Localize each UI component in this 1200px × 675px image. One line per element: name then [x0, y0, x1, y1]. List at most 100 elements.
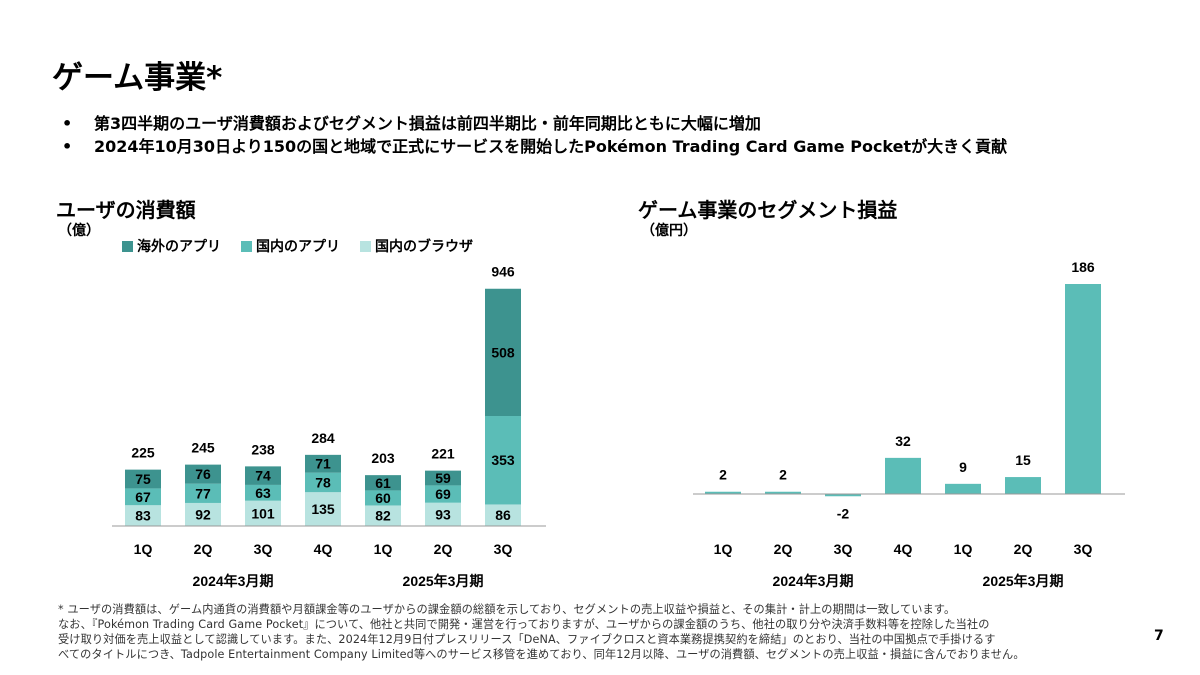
x-tick-label: 1Q — [374, 541, 393, 557]
bar-total-label: 245 — [191, 440, 215, 456]
bullet-item: 第3四半期のユーザ消費額およびセグメント損益は前四半期比・前年同期比ともに大幅に… — [62, 112, 1007, 135]
segment-value-label: 135 — [311, 501, 335, 517]
segment-value-label: 92 — [195, 506, 211, 522]
summary-bullets: 第3四半期のユーザ消費額およびセグメント損益は前四半期比・前年同期比ともに大幅に… — [62, 112, 1007, 158]
legend-swatch — [241, 240, 252, 252]
segment-value-label: 82 — [375, 508, 391, 524]
x-tick-label: 4Q — [314, 541, 333, 557]
footnote-line: * ユーザの消費額は、ゲーム内通貨の消費額や月額課金等のユーザからの課金額の総額… — [58, 603, 956, 616]
bar-value-label: 32 — [895, 433, 911, 449]
segment-chart: 2 1Q 2 2Q -2 3Q 32 4Q 9 1Q 15 2Q 186 3Q 2024年3月期 2025年3… — [693, 259, 1125, 589]
legend-label: 国内のアプリ — [256, 239, 340, 255]
legend-swatch — [122, 240, 133, 252]
legend-item-overseas-app: 海外のアプリ — [122, 236, 221, 256]
legend-item-domestic-browser: 国内のブラウザ — [360, 236, 473, 256]
bar-segment — [245, 500, 281, 526]
x-tick-label: 3Q — [494, 541, 513, 557]
bar-segment — [425, 502, 461, 526]
bar-segment — [365, 475, 401, 491]
spending-chart-unit: （億） — [58, 223, 100, 239]
footnote-line: なお、『Pokémon Trading Card Game Pocket』につい… — [58, 618, 990, 631]
segment-value-label: 61 — [375, 475, 391, 491]
segment-value-label: 71 — [315, 456, 331, 472]
bar-value-label: 2 — [719, 467, 727, 483]
x-tick-label: 1Q — [134, 541, 153, 557]
bar-segment — [425, 470, 461, 486]
bar-segment — [245, 466, 281, 485]
footnote-line: 受け取り対価を売上収益として認識しています。また、2024年12月9日付プレスリ… — [58, 633, 996, 646]
page-title: ゲーム事業* — [52, 60, 223, 96]
segment-value-label: 101 — [251, 505, 275, 521]
x-group-label: 2025年3月期 — [983, 573, 1064, 589]
segment-value-label: 67 — [135, 489, 151, 505]
bar-segment — [125, 488, 161, 506]
segment-value-label: 353 — [491, 452, 515, 468]
x-tick-label: 2Q — [774, 541, 793, 557]
legend-label: 海外のアプリ — [137, 239, 221, 255]
bar-segment — [485, 288, 521, 417]
x-tick-label: 1Q — [954, 541, 973, 557]
bar-value-label: -2 — [837, 505, 850, 521]
segment-value-label: 86 — [495, 507, 511, 523]
bar-segment — [245, 484, 281, 501]
bar-value-label: 9 — [959, 459, 967, 475]
segment-chart-title: ゲーム事業のセグメント損益 — [638, 198, 898, 222]
bullet-item: 2024年10月30日より150の国と地域で正式にサービスを開始したPokémo… — [62, 135, 1007, 158]
bar-segment — [185, 483, 221, 503]
x-tick-label: 3Q — [834, 541, 853, 557]
x-tick-label: 2Q — [194, 541, 213, 557]
legend-item-domestic-app: 国内のアプリ — [241, 236, 340, 256]
x-group-label: 2024年3月期 — [773, 573, 854, 589]
segment-chart-unit: （億円） — [641, 223, 697, 239]
x-group-label: 2024年3月期 — [193, 573, 274, 589]
bar-segment — [425, 485, 461, 503]
bar-segment — [305, 492, 341, 526]
segment-value-label: 69 — [435, 486, 451, 502]
x-tick-label: 2Q — [434, 541, 453, 557]
footnote-line: べてのタイトルにつき、Tadpole Entertainment Company… — [58, 648, 1025, 661]
bar-segment — [125, 469, 161, 489]
x-tick-label: 3Q — [254, 541, 273, 557]
bar-total-label: 284 — [311, 430, 335, 446]
x-tick-label: 1Q — [714, 541, 733, 557]
bar — [945, 483, 981, 494]
segment-value-label: 60 — [375, 490, 391, 506]
segment-value-label: 74 — [255, 468, 271, 484]
spending-chart-title: ユーザの消費額 — [56, 198, 196, 222]
bar-segment — [305, 454, 341, 473]
legend-label: 国内のブラウザ — [375, 239, 473, 255]
bar — [825, 494, 861, 497]
bar — [1005, 477, 1041, 494]
segment-value-label: 75 — [135, 471, 151, 487]
bar-value-label: 15 — [1015, 452, 1031, 468]
bar-segment — [485, 416, 521, 505]
bar-segment — [365, 505, 401, 526]
bar — [705, 491, 741, 494]
page-number: 7 — [1154, 628, 1164, 644]
x-tick-label: 4Q — [894, 541, 913, 557]
segment-value-label: 76 — [195, 466, 211, 482]
segment-value-label: 93 — [435, 506, 451, 522]
bar-segment — [365, 490, 401, 506]
bar — [885, 457, 921, 494]
legend-swatch — [360, 240, 371, 252]
x-group-label: 2025年3月期 — [403, 573, 484, 589]
segment-value-label: 508 — [491, 344, 515, 360]
spending-chart-legend: 海外のアプリ 国内のアプリ 国内のブラウザ — [122, 236, 473, 256]
bar-total-label: 203 — [371, 450, 395, 466]
bar-segment — [305, 472, 341, 493]
bar-total-label: 225 — [131, 445, 155, 461]
bar — [765, 491, 801, 494]
bar-segment — [185, 464, 221, 484]
bar-segment — [185, 502, 221, 526]
bar-segment — [125, 505, 161, 526]
bar-total-label: 946 — [491, 264, 515, 280]
bar-value-label: 186 — [1071, 259, 1095, 275]
bar-total-label: 221 — [431, 446, 455, 462]
footnote: * ユーザの消費額は、ゲーム内通貨の消費額や月額課金等のユーザからの課金額の総額… — [58, 602, 1173, 662]
x-tick-label: 3Q — [1074, 541, 1093, 557]
bar-segment — [485, 504, 521, 526]
segment-value-label: 78 — [315, 474, 331, 490]
x-tick-label: 2Q — [1014, 541, 1033, 557]
